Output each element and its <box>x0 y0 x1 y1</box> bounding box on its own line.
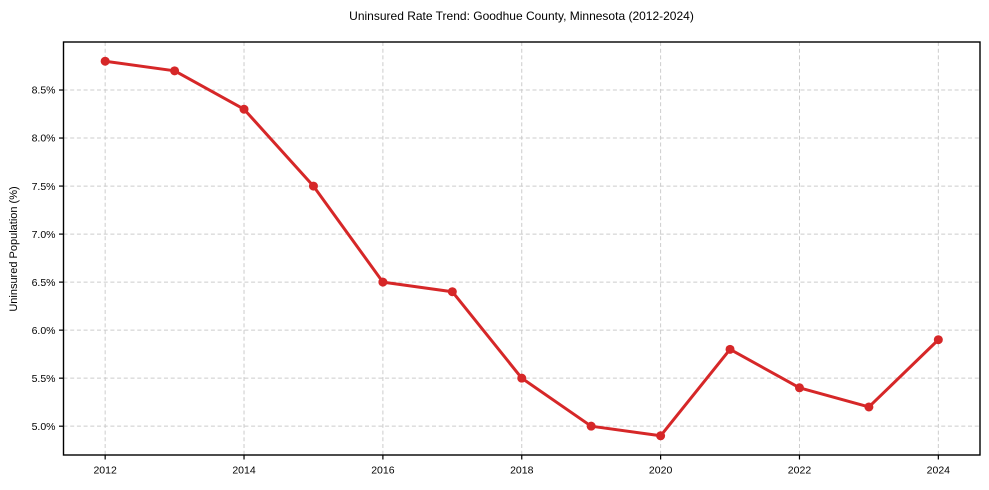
data-point <box>170 66 180 76</box>
y-tick-label: 6.5% <box>32 277 56 289</box>
data-point <box>933 335 943 345</box>
y-tick-label: 8.5% <box>32 85 56 97</box>
y-tick-label: 7.5% <box>32 181 56 193</box>
y-tick-label: 5.5% <box>32 373 56 385</box>
chart-title: Uninsured Rate Trend: Goodhue County, Mi… <box>349 9 694 23</box>
x-tick-label: 2020 <box>649 465 673 477</box>
data-point <box>308 181 318 191</box>
data-point <box>864 402 874 412</box>
data-point <box>100 56 110 66</box>
data-point <box>725 344 735 354</box>
data-point <box>517 373 527 383</box>
data-point <box>794 383 804 393</box>
x-tick-label: 2016 <box>371 465 395 477</box>
y-tick-label: 7.0% <box>32 229 56 241</box>
y-axis-label: Uninsured Population (%) <box>8 186 20 312</box>
y-tick-label: 8.0% <box>32 133 56 145</box>
x-tick-label: 2024 <box>927 465 951 477</box>
data-point <box>447 287 457 297</box>
x-tick-label: 2012 <box>93 465 117 477</box>
x-tick-label: 2014 <box>232 465 256 477</box>
data-point <box>378 277 388 287</box>
y-tick-label: 6.0% <box>32 325 56 337</box>
data-point <box>586 421 596 431</box>
data-point <box>239 104 249 114</box>
x-tick-label: 2022 <box>788 465 812 477</box>
x-tick-label: 2018 <box>510 465 534 477</box>
data-point <box>656 431 666 441</box>
y-tick-label: 5.0% <box>32 421 56 433</box>
